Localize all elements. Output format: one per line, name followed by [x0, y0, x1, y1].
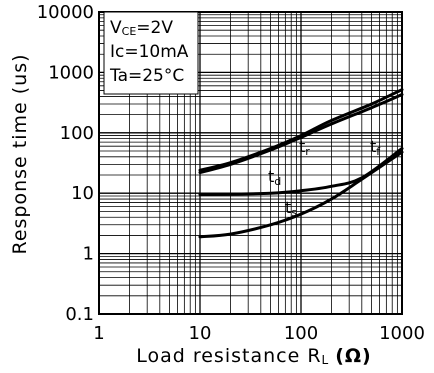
- condition-ta: Ta=25°C: [109, 66, 184, 86]
- y-tick-label: 1: [83, 244, 94, 265]
- series-td-label: td: [268, 167, 281, 188]
- y-axis-title: Response time (us): [9, 53, 31, 254]
- y-tick-label: 10: [71, 183, 94, 204]
- series-ts-label: ts: [285, 198, 297, 219]
- condition-vce: VCE=2V: [110, 18, 173, 38]
- series-tf-label: tf: [370, 137, 381, 158]
- curves: [198, 88, 404, 239]
- x-tick-label: 1: [93, 323, 104, 344]
- y-tick-label: 10000: [37, 2, 94, 23]
- series-tf-line: [198, 93, 404, 174]
- series-tr-line: [198, 88, 404, 172]
- condition-ic: Ic=10mA: [110, 42, 189, 62]
- plot-frame: [98, 11, 403, 315]
- series-ts-line: [198, 150, 404, 239]
- x-tick-label: 10: [189, 323, 212, 344]
- y-tick-label: 1000: [48, 62, 94, 83]
- y-tick-label: 0.1: [65, 304, 94, 325]
- x-tick-label: 100: [284, 323, 318, 344]
- x-axis-title: Load resistance RL (Ω): [136, 345, 372, 367]
- conditions-box: VCE=2V Ic=10mA Ta=25°C: [103, 11, 199, 95]
- x-tick-label: 1000: [379, 323, 425, 344]
- y-tick-label: 100: [60, 123, 94, 144]
- series-tr-label: tr: [299, 137, 310, 158]
